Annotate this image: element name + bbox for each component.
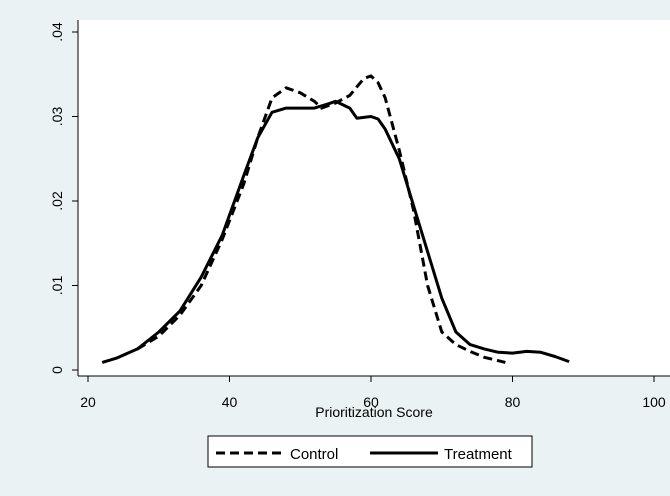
y-tick-label: 0	[49, 366, 65, 374]
series-line-treatment	[101, 99, 570, 364]
legend: Control Treatment	[207, 435, 533, 468]
axes: 0 .01 .02 .03 .04 20 40 60 80 100	[49, 20, 670, 410]
y-tick-label: .02	[49, 191, 65, 211]
legend-label-treatment: Treatment	[444, 446, 513, 463]
series-lines	[101, 74, 570, 364]
y-tick-label: .01	[49, 276, 65, 296]
y-tick-label: .04	[49, 22, 65, 42]
plot-area	[78, 20, 670, 376]
x-axis-label: Prioritization Score	[315, 404, 433, 420]
x-tick-label: 60	[363, 394, 379, 410]
y-tick-label: .03	[49, 107, 65, 127]
x-tick-label: 100	[642, 394, 666, 410]
x-tick-label: 40	[222, 394, 238, 410]
series-line-control	[136, 74, 506, 364]
legend-label-control: Control	[290, 446, 338, 463]
x-tick-label: 80	[505, 394, 521, 410]
x-tick-label: 20	[80, 394, 96, 410]
